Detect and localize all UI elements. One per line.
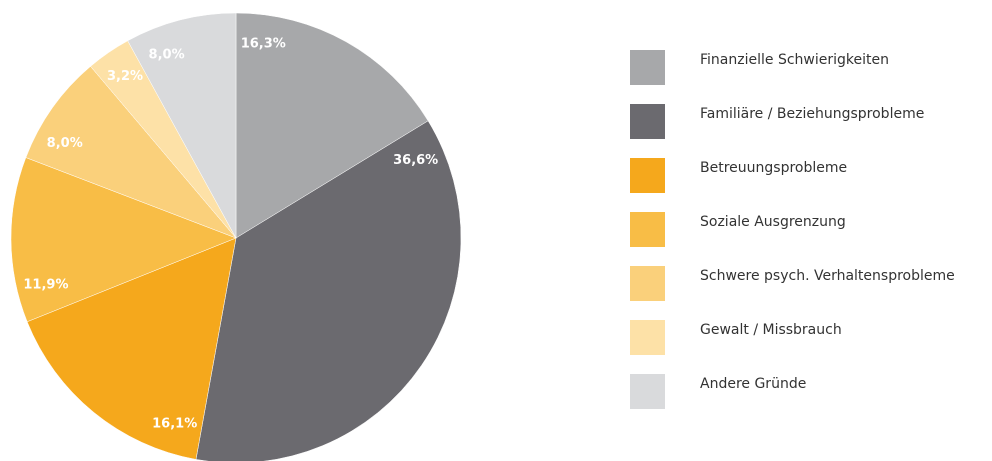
legend-swatch	[630, 104, 665, 139]
pie-slice	[26, 237, 237, 460]
legend-swatch	[630, 158, 665, 193]
legend-label: Familiäre / Beziehungsprobleme	[700, 106, 924, 122]
data-label: 36,6%	[393, 153, 438, 168]
legend-label: Schwere psych. Verhaltensprobleme	[700, 268, 955, 284]
data-label: 16,1%	[152, 416, 197, 431]
legend-swatch	[630, 266, 665, 301]
legend-label: Finanzielle Schwierigkeiten	[700, 52, 889, 68]
pie-slice	[10, 157, 237, 323]
legend-label: Gewalt / Missbrauch	[700, 322, 842, 338]
data-label: 8,0%	[47, 136, 83, 151]
data-label: 16,3%	[241, 37, 286, 52]
legend-label: Betreuungsprobleme	[700, 160, 847, 176]
legend-label: Andere Gründe	[700, 376, 806, 392]
legend-swatch	[630, 320, 665, 355]
data-label: 11,9%	[23, 277, 68, 292]
legend-swatch	[630, 50, 665, 85]
pie-slice	[25, 65, 237, 239]
data-label: 8,0%	[149, 47, 185, 62]
legend-label: Soziale Ausgrenzung	[700, 214, 846, 230]
pie-slice	[235, 12, 429, 239]
data-label: 3,2%	[107, 69, 143, 84]
legend-swatch	[630, 212, 665, 247]
legend-swatch	[630, 374, 665, 409]
pie-slice	[127, 12, 237, 239]
